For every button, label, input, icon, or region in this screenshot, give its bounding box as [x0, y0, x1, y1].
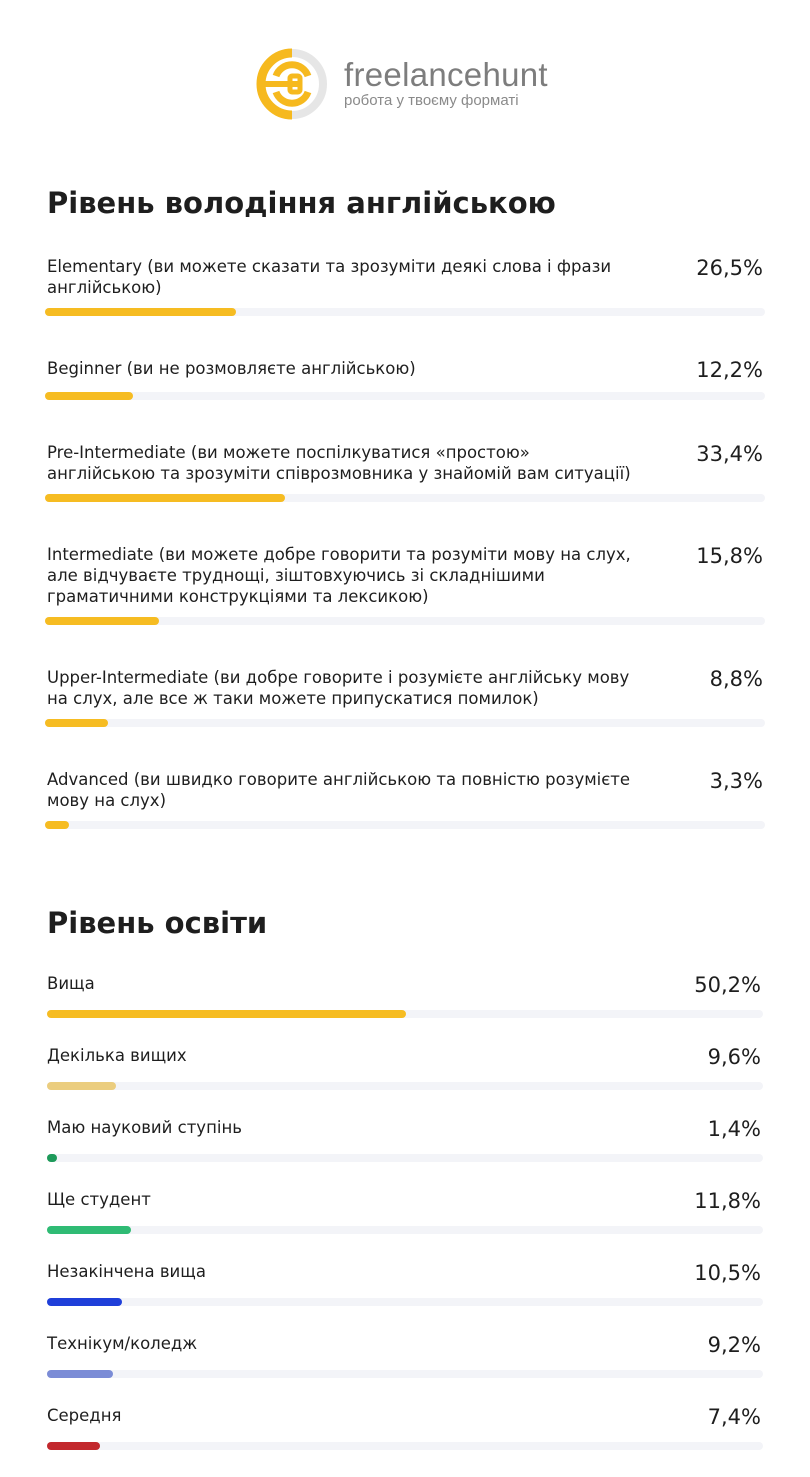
bar-value-label: 8,8%	[709, 667, 763, 691]
bar-label: Вища	[47, 974, 95, 993]
bar-track	[45, 392, 765, 400]
bar-value-label: 7,4%	[707, 1405, 761, 1429]
english-level-chart: Elementary (ви можете сказати та зрозумі…	[45, 256, 765, 871]
bar-track	[47, 1226, 763, 1234]
bar-item: Середня 7,4%	[47, 1405, 763, 1450]
bar-track	[45, 719, 765, 727]
logo-brand: freelancehunt	[344, 56, 548, 93]
bar-fill	[47, 1082, 116, 1090]
bar-item: Декілька вищих 9,6%	[47, 1045, 763, 1090]
bar-label: Середня	[47, 1406, 122, 1425]
bar-value-label: 9,6%	[707, 1045, 761, 1069]
bar-track	[47, 1442, 763, 1450]
bar-fill	[47, 1298, 123, 1306]
bar-label: Декілька вищих	[47, 1046, 187, 1065]
bar-fill	[47, 1370, 113, 1378]
bar-track	[47, 1370, 763, 1378]
bar-value-label: 12,2%	[696, 358, 763, 382]
bar-fill	[45, 617, 159, 625]
bar-track	[47, 1298, 763, 1306]
bar-value-label: 33,4%	[696, 442, 763, 466]
bar-fill	[47, 1442, 100, 1450]
bar-value-label: 15,8%	[696, 544, 763, 568]
bar-item: Pre-Intermediate (ви можете поспілкувати…	[45, 442, 765, 502]
bar-value-label: 26,5%	[696, 256, 763, 280]
bar-fill	[45, 494, 286, 502]
logo-mark-icon	[256, 48, 327, 120]
bar-label: Intermediate (ви можете добре говорити т…	[47, 545, 631, 606]
bar-fill	[47, 1010, 407, 1018]
bar-item: Вища 50,2%	[47, 973, 763, 1018]
bar-track	[47, 1082, 763, 1090]
bar-label: Маю науковий ступінь	[47, 1118, 242, 1137]
bar-item: Незакінчена вища 10,5%	[47, 1261, 763, 1306]
bar-label: Ще студент	[47, 1190, 151, 1209]
bar-item: Beginner (ви не розмовляєте англійською)…	[45, 358, 765, 400]
bar-label: Advanced (ви швидко говорите англійською…	[47, 770, 631, 810]
bar-track	[45, 617, 765, 625]
bar-item: Intermediate (ви можете добре говорити т…	[45, 544, 765, 625]
bar-label: Upper-Intermediate (ви добре говорите і …	[47, 668, 630, 708]
bar-item: Elementary (ви можете сказати та зрозумі…	[45, 256, 765, 316]
bar-value-label: 3,3%	[709, 769, 763, 793]
english-level-title: Рівень володіння англійською	[47, 186, 556, 220]
bar-track	[47, 1010, 763, 1018]
bar-fill	[47, 1226, 132, 1234]
bar-item: Advanced (ви швидко говорите англійською…	[45, 769, 765, 829]
bar-label: Pre-Intermediate (ви можете поспілкувати…	[47, 443, 631, 483]
education-level-chart: Вища 50,2% Декілька вищих 9,6% Маю науковий …	[47, 973, 763, 1477]
bar-label: Незакінчена вища	[47, 1262, 206, 1281]
bar-label: Beginner (ви не розмовляєте англійською)	[47, 359, 416, 378]
bar-fill	[45, 392, 133, 400]
bar-fill	[45, 719, 109, 727]
bar-fill	[45, 821, 69, 829]
bar-value-label: 50,2%	[694, 973, 761, 997]
bar-value-label: 10,5%	[694, 1261, 761, 1285]
education-level-title: Рівень освіти	[47, 906, 268, 940]
bar-fill	[45, 308, 236, 316]
bar-item: Ще студент 11,8%	[47, 1189, 763, 1234]
bar-track	[45, 821, 765, 829]
bar-label: Elementary (ви можете сказати та зрозумі…	[47, 257, 612, 297]
freelancehunt-logo: freelancehunt робота у твоєму форматі	[254, 46, 548, 122]
bar-value-label: 11,8%	[694, 1189, 761, 1213]
bar-track	[45, 308, 765, 316]
bar-item: Маю науковий ступінь 1,4%	[47, 1117, 763, 1162]
bar-value-label: 9,2%	[707, 1333, 761, 1357]
bar-value-label: 1,4%	[707, 1117, 761, 1141]
bar-track	[47, 1154, 763, 1162]
bar-item: Технікум/коледж 9,2%	[47, 1333, 763, 1378]
bar-label: Технікум/коледж	[47, 1334, 198, 1353]
bar-fill	[47, 1154, 58, 1162]
bar-track	[45, 494, 765, 502]
logo-tagline: робота у твоєму форматі	[344, 92, 519, 109]
bar-item: Upper-Intermediate (ви добре говорите і …	[45, 667, 765, 727]
